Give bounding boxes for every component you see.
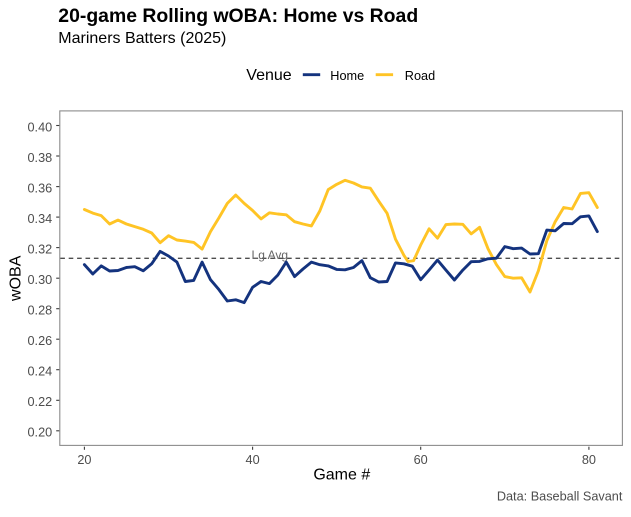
svg-text:20-game Rolling wOBA: Home vs: 20-game Rolling wOBA: Home vs Road (58, 5, 418, 27)
svg-text:40: 40 (246, 453, 260, 467)
svg-text:20: 20 (77, 453, 91, 467)
svg-text:Venue: Venue (246, 67, 291, 84)
svg-text:60: 60 (414, 453, 428, 467)
svg-text:Home: Home (330, 69, 364, 83)
svg-text:wOBA: wOBA (7, 255, 24, 302)
svg-text:0.22: 0.22 (27, 395, 52, 409)
svg-text:Mariners Batters (2025): Mariners Batters (2025) (58, 30, 226, 47)
svg-text:Road: Road (405, 69, 435, 83)
svg-text:0.20: 0.20 (27, 426, 52, 440)
svg-text:80: 80 (582, 453, 596, 467)
svg-text:0.24: 0.24 (27, 365, 52, 379)
svg-text:0.32: 0.32 (27, 243, 52, 257)
svg-text:Data: Baseball Savant: Data: Baseball Savant (497, 490, 623, 504)
svg-text:0.36: 0.36 (27, 182, 52, 196)
svg-text:Game #: Game # (313, 467, 370, 484)
svg-text:Lg Avg: Lg Avg (252, 248, 288, 262)
svg-text:0.40: 0.40 (27, 121, 52, 135)
svg-text:0.30: 0.30 (27, 273, 52, 287)
svg-text:0.26: 0.26 (27, 334, 52, 348)
svg-text:0.38: 0.38 (27, 151, 52, 165)
svg-text:0.34: 0.34 (27, 212, 52, 226)
svg-text:0.28: 0.28 (27, 304, 52, 318)
